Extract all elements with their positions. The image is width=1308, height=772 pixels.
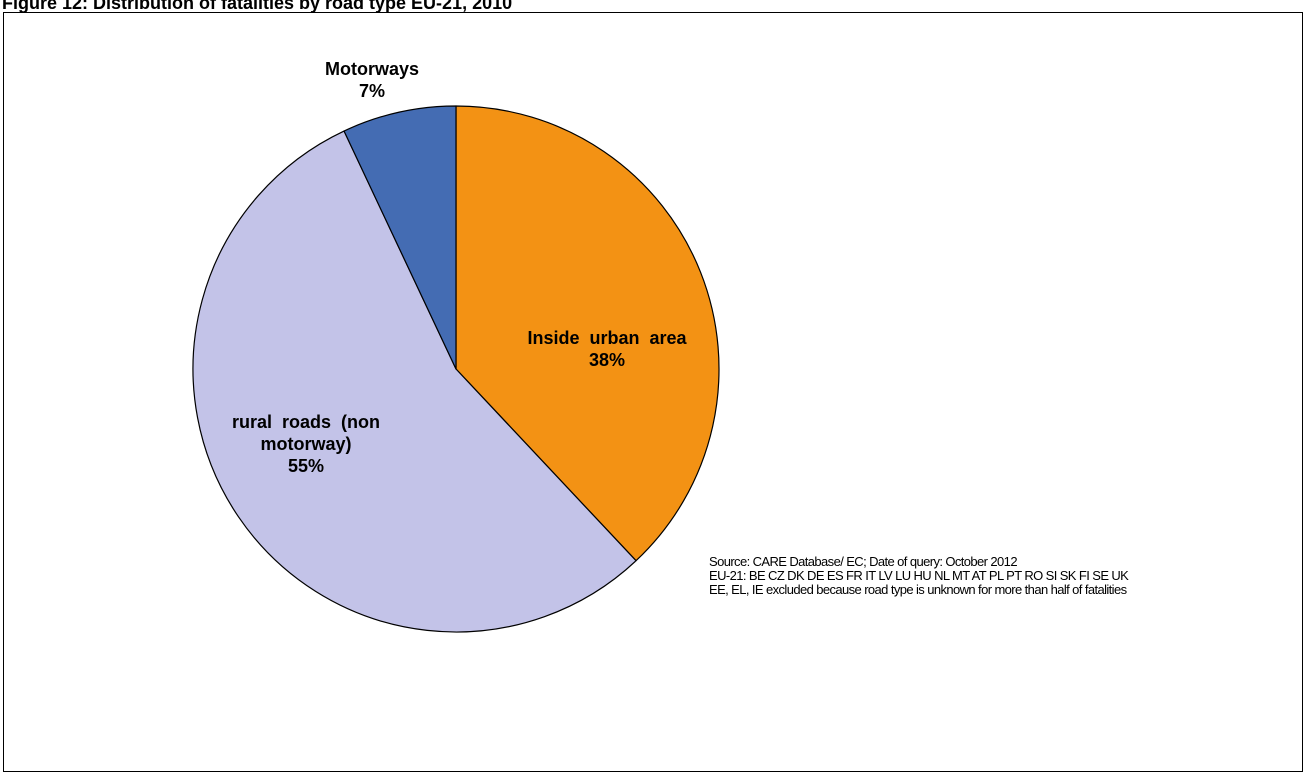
slice-category-label: Motorways	[325, 59, 419, 79]
slice-value-label: 7%	[359, 81, 385, 101]
slice-category-label: rural roads (non	[232, 412, 380, 432]
slice-category-label: motorway)	[260, 434, 351, 454]
figure-caption: Figure 12: Distribution of fatalities by…	[2, 0, 513, 13]
pie-slice-inside-urban-area	[455, 105, 720, 562]
source-note-line: EE, EL, IE excluded because road type is…	[709, 582, 1127, 597]
slice-category-label: Inside urban area	[527, 328, 687, 348]
chart-frame: Inside urban area 38% rural roads (non moto…	[3, 12, 1303, 772]
pie-slice-motorways	[343, 105, 457, 370]
source-note-line: EU-21: BE CZ DK DE ES FR IT LV LU HU NL …	[709, 568, 1129, 583]
source-note-line: Source: CARE Database/ EC; Date of query…	[709, 554, 1018, 569]
source-note: Source: CARE Database/ EC; Date of query…	[709, 554, 1129, 597]
pie-slice-rural-roads-non-motorway	[192, 130, 637, 633]
slice-value-label: 38%	[589, 350, 625, 370]
slice-value-label: 55%	[288, 456, 324, 476]
